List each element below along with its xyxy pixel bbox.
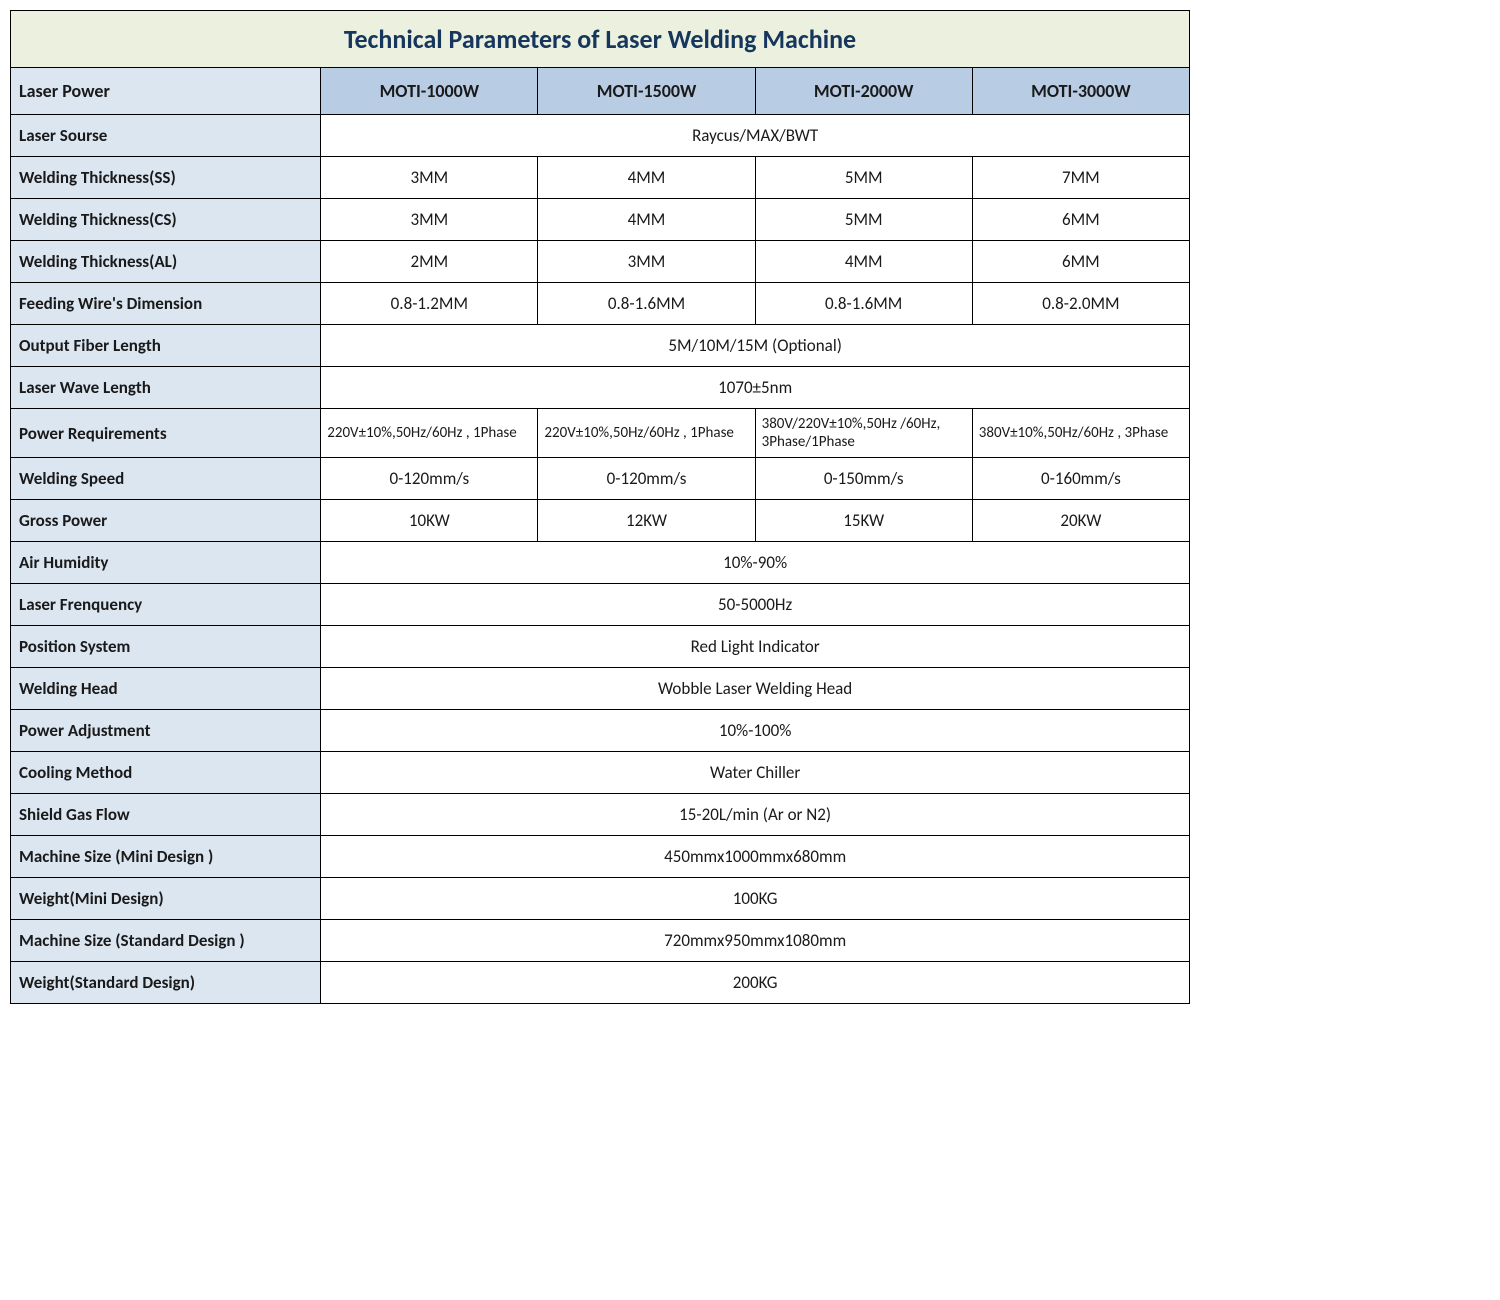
row-value: 380V±10%,50Hz/60Hz , 3Phase bbox=[972, 409, 1189, 458]
row-label: Air Humidity bbox=[11, 542, 321, 584]
row-label: Welding Thickness(SS) bbox=[11, 157, 321, 199]
table-row: Laser Frenquency50-5000Hz bbox=[11, 584, 1190, 626]
table-row: Weight(Standard Design)200KG bbox=[11, 962, 1190, 1004]
row-label: Gross Power bbox=[11, 500, 321, 542]
row-value: 100KG bbox=[321, 878, 1190, 920]
row-value: 6MM bbox=[972, 241, 1189, 283]
title-row: Technical Parameters of Laser Welding Ma… bbox=[11, 11, 1190, 68]
row-value: 6MM bbox=[972, 199, 1189, 241]
row-value: 200KG bbox=[321, 962, 1190, 1004]
row-value: 10%-100% bbox=[321, 710, 1190, 752]
row-value: 220V±10%,50Hz/60Hz , 1Phase bbox=[321, 409, 538, 458]
row-value: 450mmx1000mmx680mm bbox=[321, 836, 1190, 878]
row-value: 5M/10M/15M (Optional) bbox=[321, 325, 1190, 367]
row-value: 5MM bbox=[755, 157, 972, 199]
table-row: Welding Thickness(SS)3MM4MM5MM7MM bbox=[11, 157, 1190, 199]
row-value: 4MM bbox=[538, 199, 755, 241]
row-value: Raycus/MAX/BWT bbox=[321, 115, 1190, 157]
row-value: 3MM bbox=[538, 241, 755, 283]
table-row: Power Adjustment10%-100% bbox=[11, 710, 1190, 752]
table-row: Laser Wave Length1070±5nm bbox=[11, 367, 1190, 409]
row-value: 0-120mm/s bbox=[538, 458, 755, 500]
row-value: Wobble Laser Welding Head bbox=[321, 668, 1190, 710]
table-row: Welding Thickness(AL)2MM3MM4MM6MM bbox=[11, 241, 1190, 283]
row-value: 12KW bbox=[538, 500, 755, 542]
row-value: 10%-90% bbox=[321, 542, 1190, 584]
row-value: 0.8-1.2MM bbox=[321, 283, 538, 325]
row-value: 0.8-2.0MM bbox=[972, 283, 1189, 325]
table-row: Welding HeadWobble Laser Welding Head bbox=[11, 668, 1190, 710]
row-value: 2MM bbox=[321, 241, 538, 283]
table-title: Technical Parameters of Laser Welding Ma… bbox=[11, 11, 1190, 68]
table-row: Position SystemRed Light Indicator bbox=[11, 626, 1190, 668]
table-row: Welding Thickness(CS)3MM4MM5MM6MM bbox=[11, 199, 1190, 241]
table-row: Cooling MethodWater Chiller bbox=[11, 752, 1190, 794]
row-label: Feeding Wire's Dimension bbox=[11, 283, 321, 325]
row-value: 720mmx950mmx1080mm bbox=[321, 920, 1190, 962]
row-label: Position System bbox=[11, 626, 321, 668]
header-col-0: MOTI-1000W bbox=[321, 68, 538, 115]
row-label: Welding Head bbox=[11, 668, 321, 710]
row-value: 3MM bbox=[321, 199, 538, 241]
table-row: Gross Power10KW12KW15KW20KW bbox=[11, 500, 1190, 542]
row-label: Shield Gas Flow bbox=[11, 794, 321, 836]
table-row: Weight(Mini Design)100KG bbox=[11, 878, 1190, 920]
table-row: Machine Size (Standard Design )720mmx950… bbox=[11, 920, 1190, 962]
row-label: Machine Size (Mini Design ) bbox=[11, 836, 321, 878]
row-value: 1070±5nm bbox=[321, 367, 1190, 409]
row-label: Power Adjustment bbox=[11, 710, 321, 752]
header-col-2: MOTI-2000W bbox=[755, 68, 972, 115]
table-row: Output Fiber Length5M/10M/15M (Optional) bbox=[11, 325, 1190, 367]
table-row: Laser SourseRaycus/MAX/BWT bbox=[11, 115, 1190, 157]
header-row: Laser Power MOTI-1000W MOTI-1500W MOTI-2… bbox=[11, 68, 1190, 115]
row-value: 0.8-1.6MM bbox=[538, 283, 755, 325]
row-label: Weight(Standard Design) bbox=[11, 962, 321, 1004]
row-label: Output Fiber Length bbox=[11, 325, 321, 367]
row-value: 15KW bbox=[755, 500, 972, 542]
row-value: 220V±10%,50Hz/60Hz , 1Phase bbox=[538, 409, 755, 458]
header-col-3: MOTI-3000W bbox=[972, 68, 1189, 115]
row-value: 4MM bbox=[755, 241, 972, 283]
row-value: 5MM bbox=[755, 199, 972, 241]
row-label: Welding Thickness(AL) bbox=[11, 241, 321, 283]
row-value: 7MM bbox=[972, 157, 1189, 199]
row-value: 0-160mm/s bbox=[972, 458, 1189, 500]
table-row: Welding Speed0-120mm/s0-120mm/s0-150mm/s… bbox=[11, 458, 1190, 500]
row-value: 15-20L/min (Ar or N2) bbox=[321, 794, 1190, 836]
row-label: Machine Size (Standard Design ) bbox=[11, 920, 321, 962]
table-row: Feeding Wire's Dimension0.8-1.2MM0.8-1.6… bbox=[11, 283, 1190, 325]
table-row: Power Requirements220V±10%,50Hz/60Hz , 1… bbox=[11, 409, 1190, 458]
table-row: Machine Size (Mini Design )450mmx1000mmx… bbox=[11, 836, 1190, 878]
row-label: Laser Sourse bbox=[11, 115, 321, 157]
table-row: Air Humidity10%-90% bbox=[11, 542, 1190, 584]
row-label: Weight(Mini Design) bbox=[11, 878, 321, 920]
row-value: 0-150mm/s bbox=[755, 458, 972, 500]
row-value: 380V/220V±10%,50Hz /60Hz, 3Phase/1Phase bbox=[755, 409, 972, 458]
table-row: Shield Gas Flow15-20L/min (Ar or N2) bbox=[11, 794, 1190, 836]
row-label: Welding Thickness(CS) bbox=[11, 199, 321, 241]
row-label: Power Requirements bbox=[11, 409, 321, 458]
row-value: 10KW bbox=[321, 500, 538, 542]
header-label: Laser Power bbox=[11, 68, 321, 115]
row-label: Laser Wave Length bbox=[11, 367, 321, 409]
row-value: 20KW bbox=[972, 500, 1189, 542]
row-label: Cooling Method bbox=[11, 752, 321, 794]
row-value: 3MM bbox=[321, 157, 538, 199]
row-value: 0.8-1.6MM bbox=[755, 283, 972, 325]
spec-table: Technical Parameters of Laser Welding Ma… bbox=[10, 10, 1190, 1004]
header-col-1: MOTI-1500W bbox=[538, 68, 755, 115]
row-value: 50-5000Hz bbox=[321, 584, 1190, 626]
row-label: Welding Speed bbox=[11, 458, 321, 500]
row-value: Water Chiller bbox=[321, 752, 1190, 794]
row-label: Laser Frenquency bbox=[11, 584, 321, 626]
row-value: Red Light Indicator bbox=[321, 626, 1190, 668]
row-value: 0-120mm/s bbox=[321, 458, 538, 500]
row-value: 4MM bbox=[538, 157, 755, 199]
